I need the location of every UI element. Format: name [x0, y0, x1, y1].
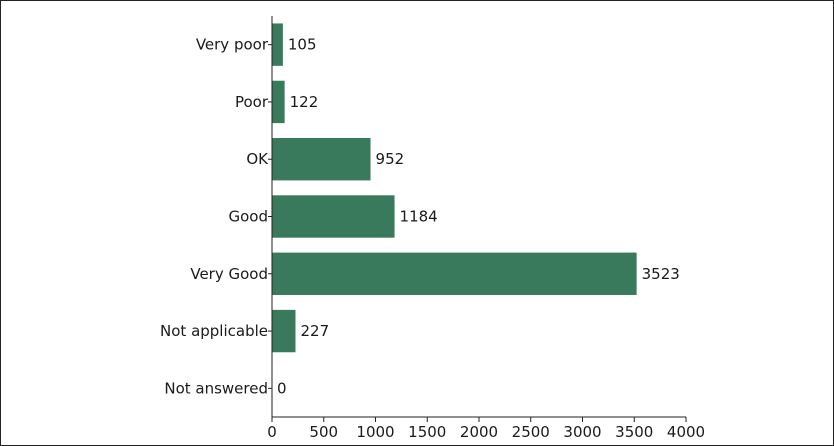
- x-tick-label-1500: 1500: [408, 423, 446, 441]
- bar-very-poor: [272, 23, 283, 66]
- value-labels-group: 105 122 952 1184 3523 227 0: [277, 36, 680, 398]
- value-label-poor: 122: [290, 93, 319, 111]
- bars-group: [272, 23, 637, 353]
- value-label-not-applicable: 227: [300, 322, 329, 340]
- value-label-very-poor: 105: [288, 36, 317, 54]
- value-label-not-answered: 0: [277, 379, 287, 397]
- category-label-ok: OK: [246, 150, 269, 168]
- bar-very-good: [272, 252, 637, 295]
- category-label-not-applicable: Not applicable: [160, 322, 268, 340]
- bar-ok: [272, 138, 371, 181]
- x-tick-label-2500: 2500: [512, 423, 550, 441]
- x-tick-label-0: 0: [267, 423, 277, 441]
- bar-not-applicable: [272, 309, 296, 353]
- x-tick-label-2000: 2000: [460, 423, 498, 441]
- x-tick-label-4000: 4000: [667, 423, 705, 441]
- category-label-very-poor: Very poor: [196, 36, 269, 54]
- category-label-good: Good: [229, 208, 269, 226]
- value-label-good: 1184: [400, 208, 438, 226]
- value-label-ok: 952: [376, 150, 405, 168]
- x-ticks-group: 0 500 1000 1500 2000 2500 3000 3500 4000: [267, 417, 705, 441]
- category-label-very-good: Very Good: [190, 265, 268, 283]
- bar-poor: [272, 80, 285, 124]
- category-label-poor: Poor: [235, 93, 269, 111]
- value-label-very-good: 3523: [642, 265, 680, 283]
- x-tick-label-500: 500: [309, 423, 338, 441]
- category-labels-group: Very poor Poor OK Good Very Good Not applicab…: [160, 36, 269, 398]
- x-tick-label-3000: 3000: [563, 423, 601, 441]
- x-tick-label-3500: 3500: [615, 423, 653, 441]
- x-tick-label-1000: 1000: [356, 423, 394, 441]
- bar-good: [272, 195, 395, 238]
- category-label-not-answered: Not answered: [164, 379, 268, 397]
